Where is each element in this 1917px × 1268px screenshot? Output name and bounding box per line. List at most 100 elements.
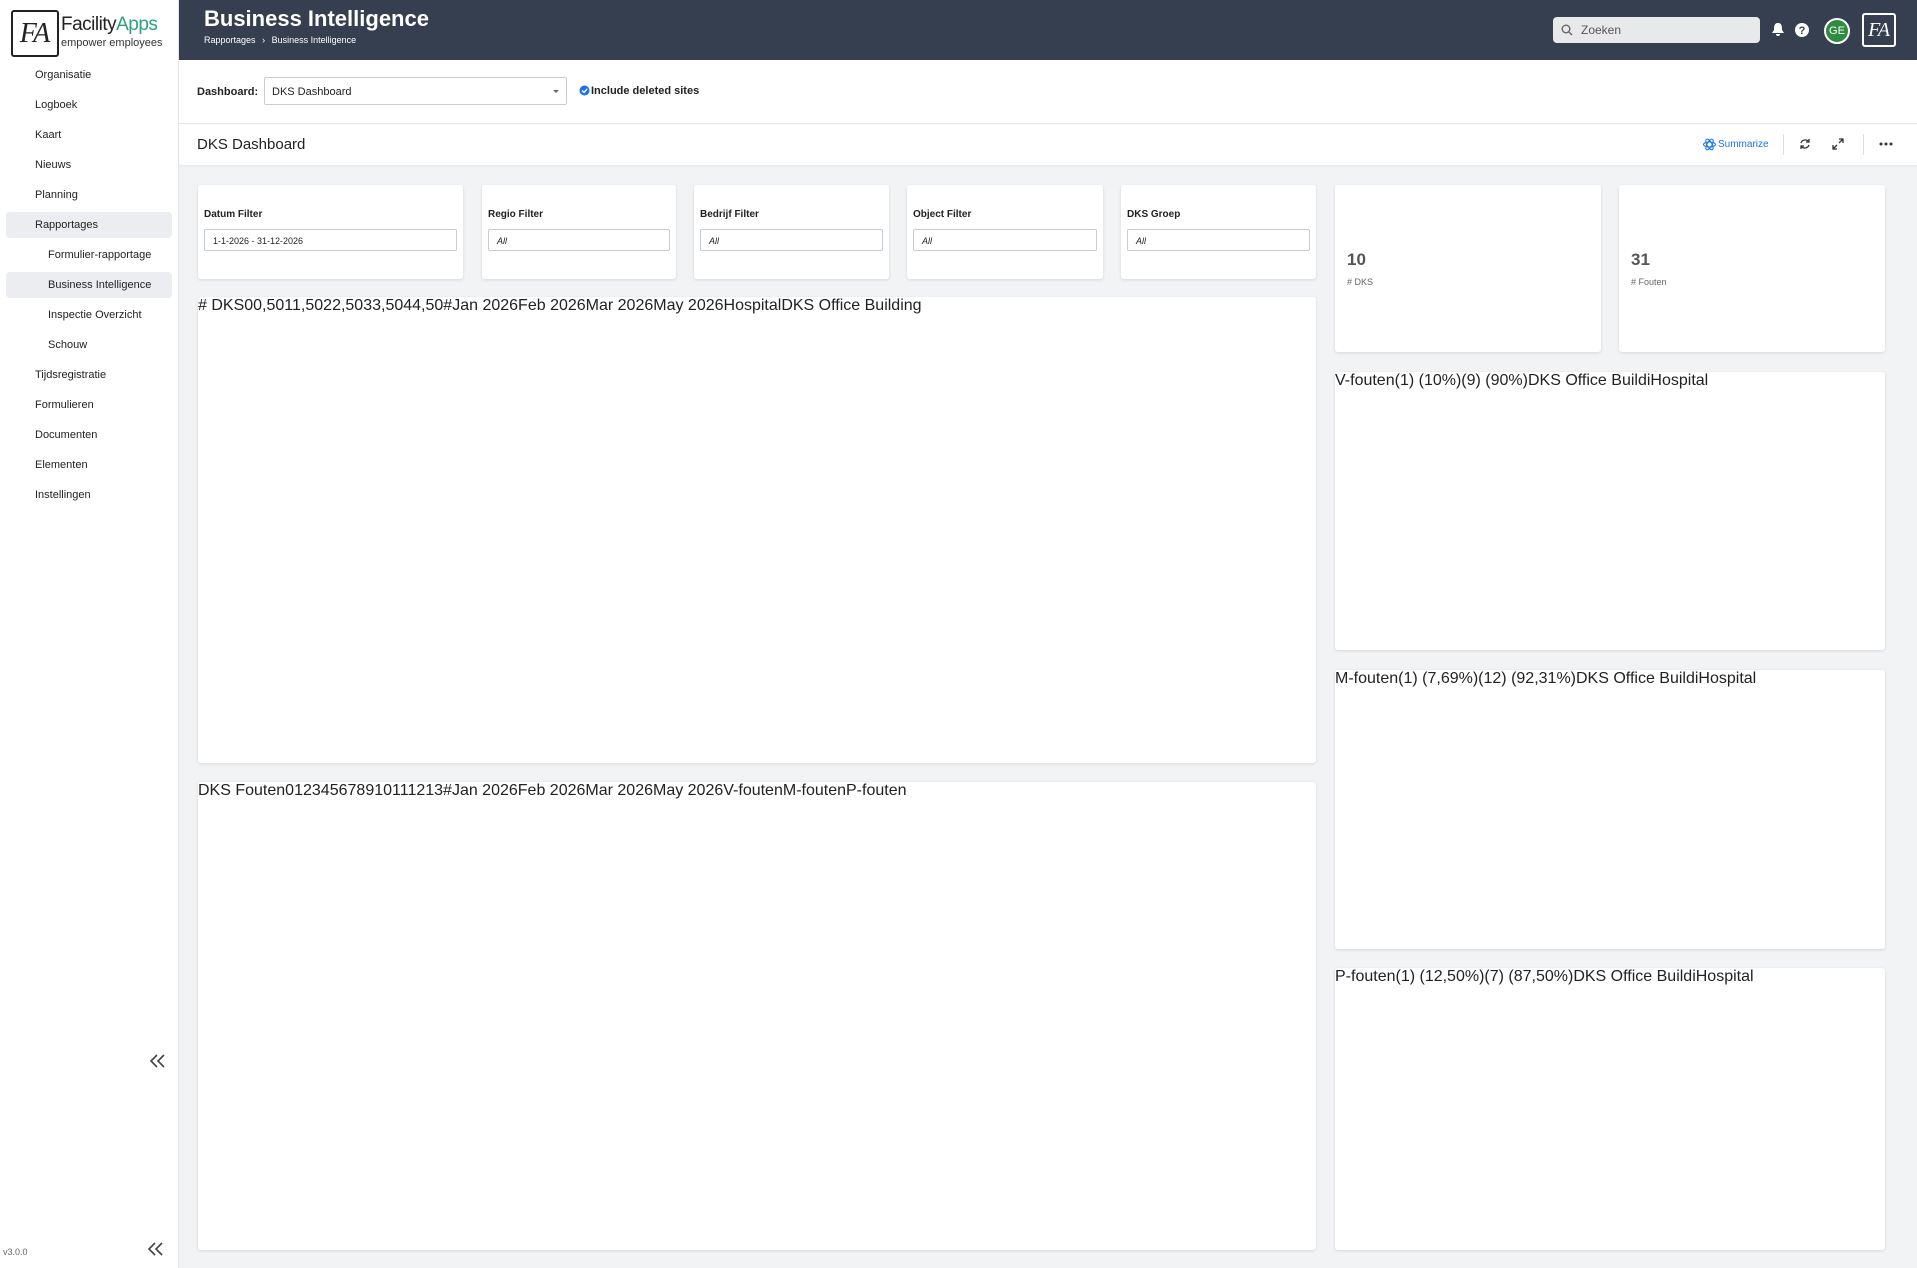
filter-input[interactable]: All: [488, 229, 670, 251]
refresh-icon[interactable]: [1799, 138, 1811, 150]
sub-nav-item[interactable]: Formulier-rapportage: [6, 242, 172, 268]
y-tick-label: 3: [363, 297, 373, 314]
nav-item[interactable]: Instellingen: [6, 482, 172, 508]
x-tick-label: Feb 2026: [517, 782, 586, 799]
avatar[interactable]: GE: [1824, 18, 1850, 44]
bell-icon[interactable]: [1771, 22, 1785, 38]
legend-label: DKS Office Building: [781, 297, 922, 314]
y-tick-label: 9: [365, 782, 375, 799]
chart: # DKS00,5011,5022,5033,5044,50#Jan 2026F…: [198, 297, 922, 315]
nav-label: Business Intelligence: [48, 279, 152, 291]
x-tick-label: Mar 2026: [585, 782, 653, 799]
y-tick-label: 3: [311, 782, 321, 799]
brand-accent: Apps: [116, 14, 158, 35]
tagline: empower employees: [61, 37, 163, 49]
nav-label: Schouw: [48, 339, 88, 351]
legend-label: DKS Office Buildi: [1576, 670, 1699, 687]
divider: [1783, 134, 1784, 155]
x-tick-label: Mar 2026: [585, 297, 654, 314]
x-tick-label: May 2026: [652, 782, 724, 799]
breadcrumb[interactable]: Rapportages: [204, 35, 256, 45]
y-tick-label: 6: [338, 782, 348, 799]
filter-label: Object Filter: [913, 209, 972, 220]
slice-label: (9) (90%): [1461, 372, 1528, 389]
nav-item[interactable]: Formulieren: [6, 392, 172, 418]
y-axis-label: #: [443, 782, 452, 799]
filter-input[interactable]: All: [913, 229, 1097, 251]
x-tick-label: Jan 2026: [452, 297, 519, 314]
kpi-label: # Fouten: [1631, 277, 1667, 287]
chart: M-fouten(1) (7,69%)(12) (92,31%)DKS Offi…: [1335, 670, 1756, 688]
nav-item[interactable]: Nieuws: [6, 152, 172, 178]
filter-label: Bedrijf Filter: [700, 209, 759, 220]
nav-item[interactable]: Organisatie: [6, 62, 172, 88]
y-tick-label: 2,50: [332, 297, 364, 314]
nav-label: Inspectie Overzicht: [48, 309, 142, 321]
nav-item[interactable]: Documenten: [6, 422, 172, 448]
sub-nav-item[interactable]: Schouw: [6, 332, 172, 358]
kpi-card: 10 # DKS: [1335, 185, 1601, 352]
x-tick-label: Jan 2026: [451, 782, 518, 799]
search-box[interactable]: Zoeken: [1553, 17, 1760, 43]
filter-card: Object Filter All: [907, 185, 1103, 279]
summarize-button[interactable]: Summarize: [1718, 139, 1769, 150]
filter-input[interactable]: All: [1127, 229, 1310, 251]
chart-title: P-fouten: [1335, 968, 1396, 985]
dashboard-select[interactable]: DKS Dashboard: [264, 77, 567, 105]
nav-label: Kaart: [35, 129, 62, 141]
sub-nav-item[interactable]: Business Intelligence: [6, 272, 172, 298]
nav-item[interactable]: Elementen: [6, 452, 172, 478]
checkbox[interactable]: [579, 85, 590, 96]
nav-label: Rapportages: [35, 219, 98, 231]
nav-item[interactable]: Planning: [6, 182, 172, 208]
filter-input[interactable]: All: [700, 229, 883, 251]
y-tick-label: 0,50: [253, 297, 285, 314]
breadcrumb[interactable]: Business Intelligence: [271, 35, 357, 45]
legend-label: DKS Office Buildi: [1573, 968, 1696, 985]
filter-input[interactable]: 1-1-2026 - 31-12-2026: [204, 229, 457, 251]
nav-item[interactable]: Rapportages: [6, 212, 172, 238]
header-logo: FA: [1862, 13, 1896, 47]
filter-card: Regio Filter All: [482, 185, 676, 279]
filter-card: Bedrijf Filter All: [694, 185, 889, 279]
y-tick-label: 11: [392, 782, 408, 799]
kpi-value: 10: [1347, 250, 1366, 269]
kpi-card: 31 # Fouten: [1619, 185, 1885, 352]
legend-label: Hospital: [1695, 968, 1754, 985]
help-icon[interactable]: ?: [1794, 22, 1810, 38]
y-tick-label: 13: [425, 782, 444, 799]
nav-item[interactable]: Tijdsregistratie: [6, 362, 172, 388]
header: Business Intelligence Rapportages › Busi…: [179, 0, 1917, 60]
y-tick-label: 1: [284, 297, 293, 314]
nav-item[interactable]: Kaart: [6, 122, 172, 148]
chart-card: M-fouten(1) (7,69%)(12) (92,31%)DKS Offi…: [1335, 670, 1885, 949]
breadcrumbs: Rapportages › Business Intelligence: [204, 35, 356, 45]
kpi-label: # DKS: [1347, 277, 1374, 287]
expand-icon[interactable]: [1832, 138, 1844, 150]
nav-item[interactable]: Logboek: [6, 92, 172, 118]
slice-label: (1) (7,69%): [1398, 670, 1479, 687]
chart-title: M-fouten: [1335, 670, 1399, 687]
slice-label: (12) (92,31%): [1478, 670, 1576, 687]
chart-title: DKS Fouten: [198, 782, 286, 799]
chart-card: V-fouten(1) (10%)(9) (90%)DKS Office Bui…: [1335, 372, 1885, 650]
legend-label: Hospital: [723, 297, 782, 314]
collapse-icon[interactable]: [146, 1240, 166, 1258]
y-axis-label: #: [443, 297, 453, 314]
filter-label: Regio Filter: [488, 209, 544, 220]
search-placeholder: Zoeken: [1581, 23, 1622, 37]
dashboard-label: Dashboard:: [197, 86, 259, 98]
chart-card: # DKS00,5011,5022,5033,5044,50#Jan 2026F…: [198, 297, 1316, 763]
more-icon[interactable]: [1879, 142, 1893, 146]
collapse-icon[interactable]: [148, 1052, 168, 1070]
slice-label: (7) (87,50%): [1484, 968, 1574, 985]
summarize-icon: [1703, 138, 1716, 151]
nav-label: Logboek: [35, 99, 78, 111]
legend-label: M-fouten: [782, 782, 846, 799]
y-tick-label: 4: [320, 782, 330, 799]
x-tick-label: May 2026: [653, 297, 724, 314]
nav-label: Planning: [35, 189, 78, 201]
sub-nav-item[interactable]: Inspectie Overzicht: [6, 302, 172, 328]
checkbox-label: Include deleted sites: [591, 85, 700, 97]
y-tick-label: 4,50: [412, 297, 444, 314]
